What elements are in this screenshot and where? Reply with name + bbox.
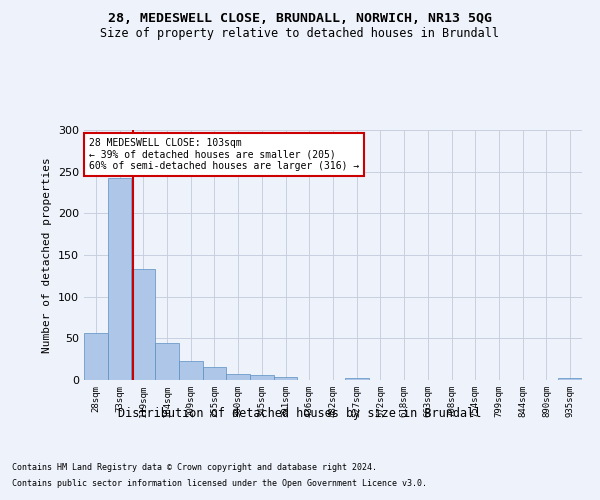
- Bar: [226, 374, 250, 380]
- Bar: [345, 378, 368, 380]
- Bar: [274, 376, 298, 380]
- Text: Contains public sector information licensed under the Open Government Licence v3: Contains public sector information licen…: [12, 478, 427, 488]
- Text: 28 MEDESWELL CLOSE: 103sqm
← 39% of detached houses are smaller (205)
60% of sem: 28 MEDESWELL CLOSE: 103sqm ← 39% of deta…: [89, 138, 359, 170]
- Y-axis label: Number of detached properties: Number of detached properties: [43, 157, 52, 353]
- Text: Contains HM Land Registry data © Crown copyright and database right 2024.: Contains HM Land Registry data © Crown c…: [12, 464, 377, 472]
- Bar: [179, 361, 203, 380]
- Bar: [203, 366, 226, 380]
- Bar: [558, 378, 582, 380]
- Text: 28, MEDESWELL CLOSE, BRUNDALL, NORWICH, NR13 5QG: 28, MEDESWELL CLOSE, BRUNDALL, NORWICH, …: [108, 12, 492, 26]
- Bar: [108, 178, 131, 380]
- Bar: [155, 342, 179, 380]
- Text: Distribution of detached houses by size in Brundall: Distribution of detached houses by size …: [118, 408, 482, 420]
- Bar: [84, 332, 108, 380]
- Bar: [131, 269, 155, 380]
- Text: Size of property relative to detached houses in Brundall: Size of property relative to detached ho…: [101, 28, 499, 40]
- Bar: [250, 375, 274, 380]
